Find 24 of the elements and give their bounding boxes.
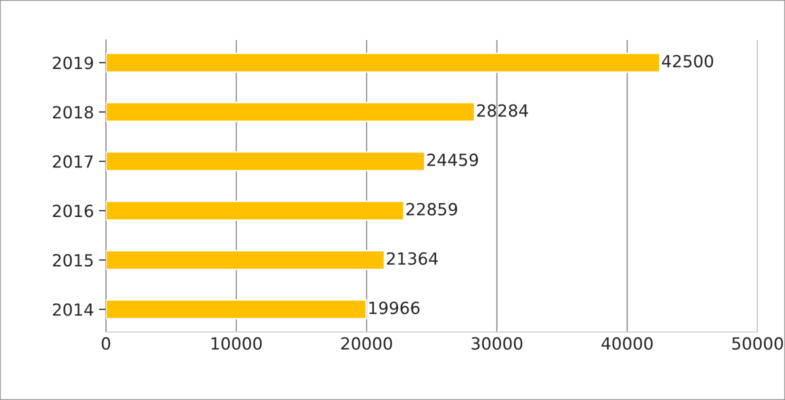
bar <box>106 52 660 73</box>
y-tick-label: 2015 <box>52 254 93 267</box>
y-tick-label: 2019 <box>52 56 93 70</box>
bar <box>106 200 405 221</box>
y-tick-label: 2016 <box>52 204 94 218</box>
y-tick-label: 2017 <box>52 155 93 168</box>
y-tick-label: 2014 <box>52 303 94 316</box>
bar <box>106 299 367 320</box>
x-tick-label: 20000 <box>341 337 392 350</box>
data-label: 21364 <box>386 252 438 265</box>
y-tick-label: 2018 <box>52 106 94 119</box>
x-tick-label: 50000 <box>732 337 783 350</box>
data-label: 19966 <box>369 302 420 314</box>
bar <box>106 102 476 122</box>
bar <box>106 250 386 270</box>
x-tick-label: 40000 <box>602 337 653 350</box>
x-tick-label: 0 <box>102 337 110 350</box>
data-label: 28284 <box>477 104 528 117</box>
data-label: 24459 <box>427 154 478 166</box>
bar <box>106 151 426 172</box>
data-label: 22859 <box>406 202 458 216</box>
x-tick-label: 10000 <box>212 337 262 350</box>
x-tick-label: 30000 <box>472 337 522 350</box>
data-label: 42500 <box>662 54 714 68</box>
